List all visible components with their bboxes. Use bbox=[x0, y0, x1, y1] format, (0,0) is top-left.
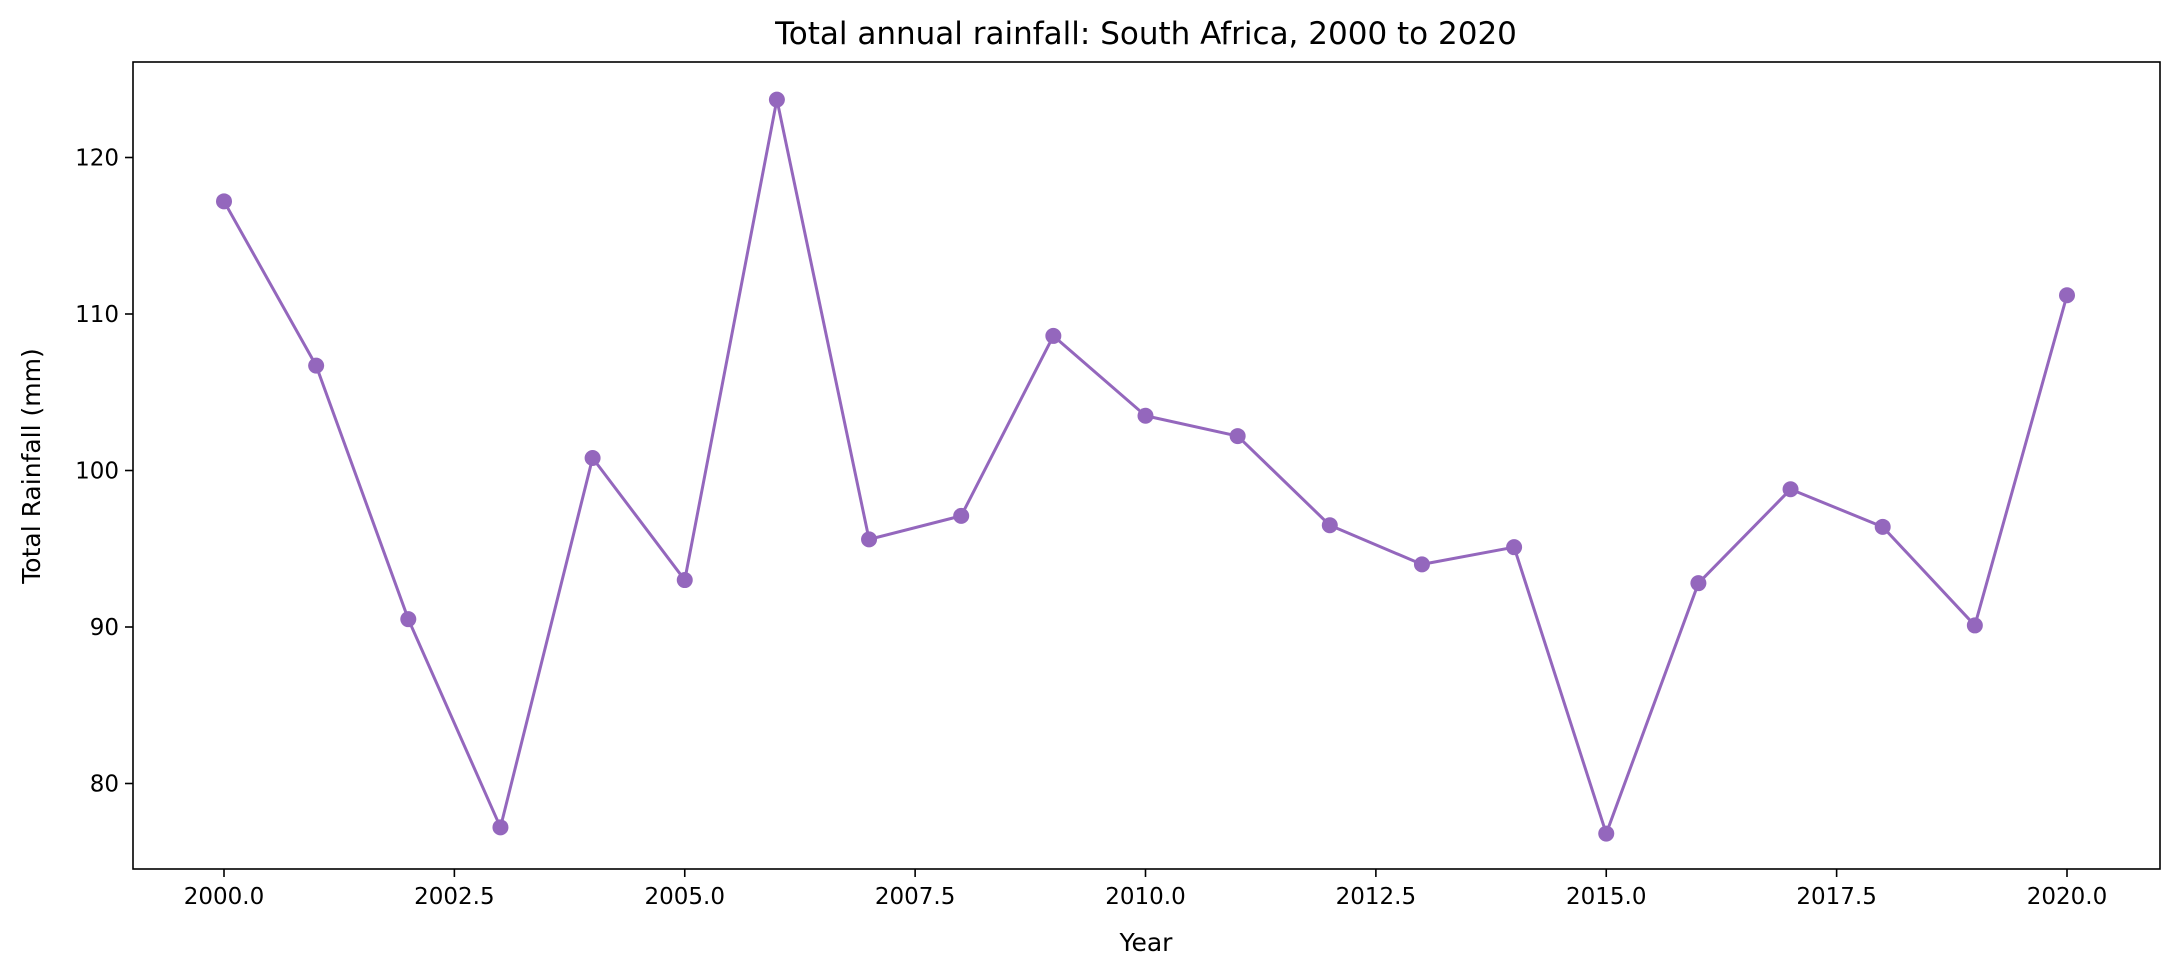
y-axis-title: Total Rainfall (mm) bbox=[17, 348, 46, 584]
data-point bbox=[1321, 517, 1338, 534]
data-point bbox=[861, 531, 878, 548]
x-tick-label: 2000.0 bbox=[184, 884, 264, 910]
series-layer bbox=[216, 91, 2075, 842]
x-tick-label: 2007.5 bbox=[875, 884, 955, 910]
data-point bbox=[768, 91, 785, 108]
plot-area-frame bbox=[132, 61, 2161, 870]
data-point bbox=[1506, 539, 1523, 556]
x-axis-title: Year bbox=[1119, 928, 1174, 957]
data-point bbox=[1598, 825, 1615, 842]
data-point bbox=[1045, 327, 1062, 344]
data-point bbox=[2059, 287, 2075, 304]
x-tick-label: 2012.5 bbox=[1336, 884, 1416, 910]
data-point bbox=[1966, 617, 1983, 634]
y-tick-label: 120 bbox=[75, 146, 119, 172]
x-tick-label: 2015.0 bbox=[1566, 884, 1646, 910]
data-point bbox=[400, 611, 417, 628]
data-point bbox=[584, 449, 601, 466]
y-tick-label: 110 bbox=[75, 302, 119, 328]
x-tick-label: 2010.0 bbox=[1105, 884, 1185, 910]
data-point bbox=[953, 507, 970, 524]
x-axis: 2000.0 2002.5 2005.0 2007.5 2010.0 2012.5 2015… bbox=[184, 869, 2107, 910]
data-point bbox=[492, 819, 509, 836]
y-axis: 80 90 100 110 120 bbox=[75, 146, 133, 798]
x-tick-label: 2005.0 bbox=[645, 884, 725, 910]
x-tick-label: 2020.0 bbox=[2027, 884, 2107, 910]
data-point bbox=[1690, 575, 1707, 592]
data-point bbox=[1229, 428, 1246, 445]
y-tick-label: 90 bbox=[90, 615, 119, 641]
data-point bbox=[1782, 481, 1799, 498]
x-tick-label: 2002.5 bbox=[414, 884, 494, 910]
y-tick-label: 100 bbox=[75, 459, 119, 485]
data-point bbox=[676, 572, 693, 589]
x-tick-label: 2017.5 bbox=[1796, 884, 1876, 910]
data-point bbox=[1413, 556, 1430, 573]
y-tick-label: 80 bbox=[90, 772, 119, 798]
data-point bbox=[1874, 518, 1891, 535]
data-point bbox=[216, 193, 232, 210]
data-point bbox=[308, 357, 325, 374]
data-point bbox=[1137, 407, 1154, 424]
chart-title: Total annual rainfall: South Africa, 200… bbox=[774, 16, 1517, 52]
